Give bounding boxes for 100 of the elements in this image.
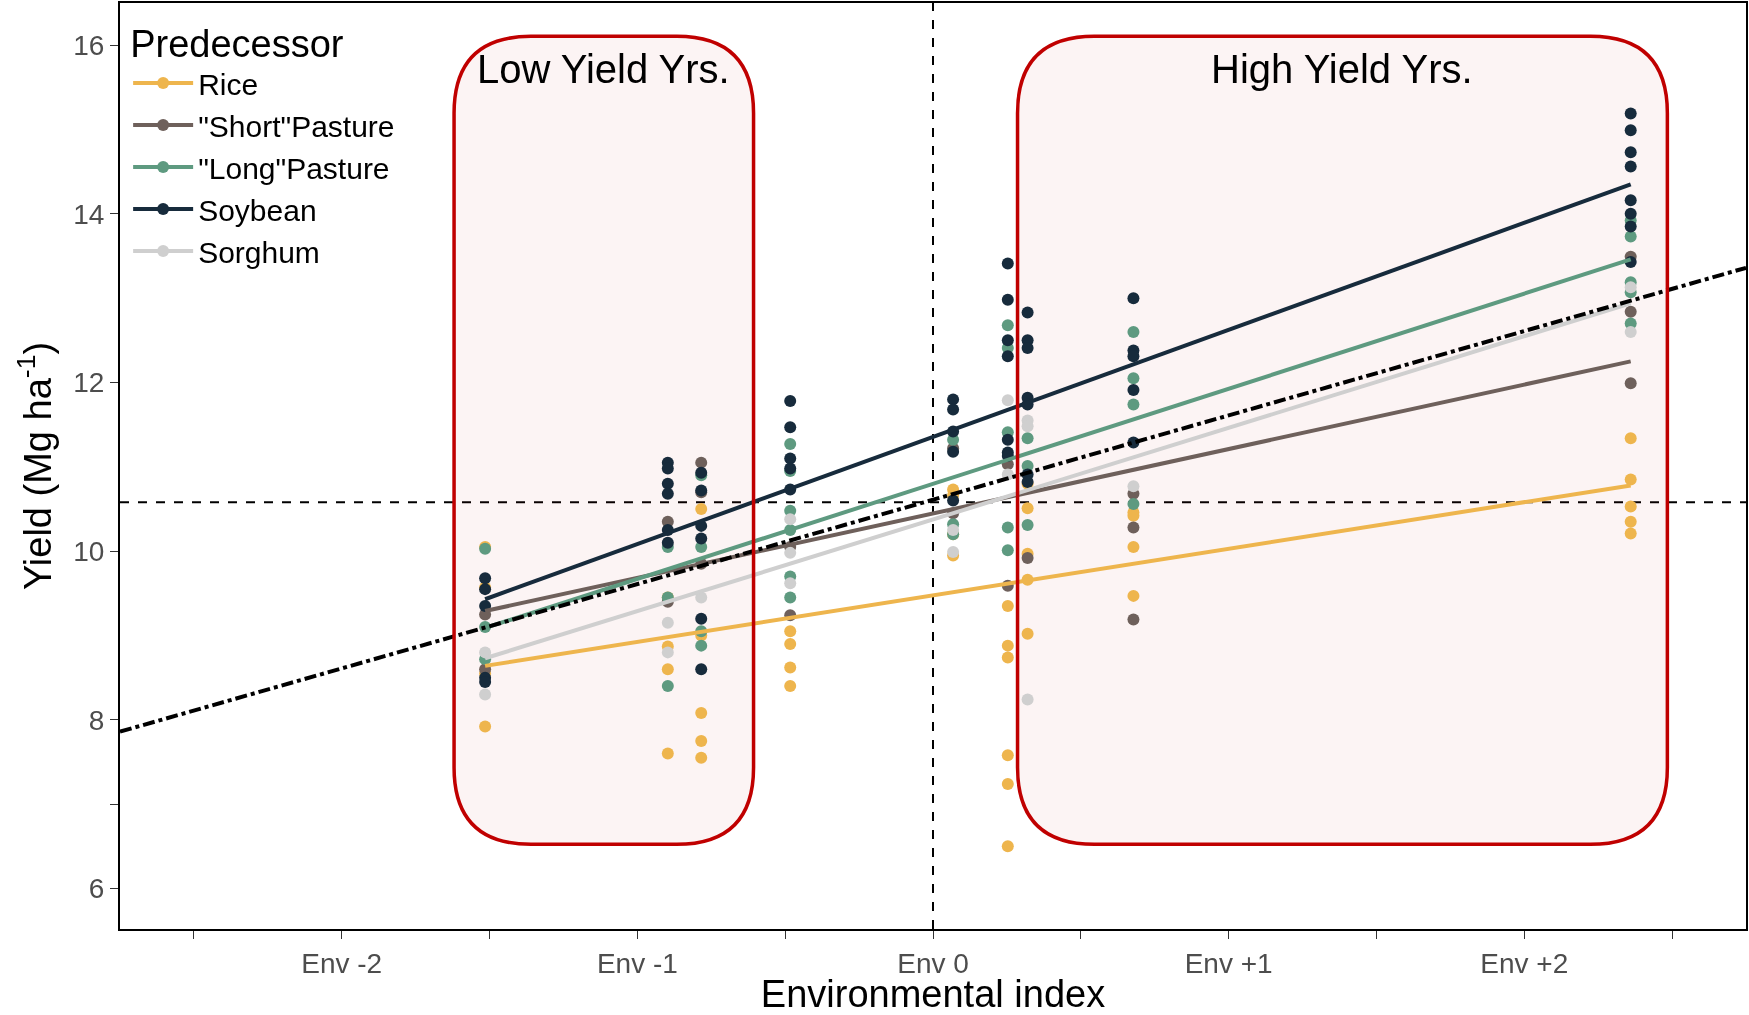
point — [1021, 693, 1034, 706]
point — [661, 487, 674, 500]
y-tick-label: 10 — [73, 535, 105, 567]
point — [1127, 540, 1140, 553]
point — [1624, 146, 1637, 159]
point — [947, 524, 960, 537]
point — [1021, 519, 1034, 532]
point — [1624, 325, 1637, 338]
band-label: Low Yield Yrs. — [477, 47, 730, 91]
point — [695, 751, 708, 764]
point — [1127, 398, 1140, 411]
point — [1001, 433, 1014, 446]
point — [1001, 257, 1014, 270]
point — [479, 720, 492, 733]
point — [695, 532, 708, 545]
point — [1127, 613, 1140, 626]
point — [695, 734, 708, 747]
y-tick-label: 12 — [73, 367, 105, 399]
point — [1624, 281, 1637, 294]
point — [784, 395, 797, 408]
point — [1021, 627, 1034, 640]
point — [784, 452, 797, 465]
point — [1624, 305, 1637, 318]
point — [1001, 777, 1014, 790]
point — [947, 403, 960, 416]
point — [661, 536, 674, 549]
y-tick-label: 14 — [73, 198, 105, 230]
point — [661, 680, 674, 693]
point — [1021, 551, 1034, 564]
point — [1127, 521, 1140, 534]
point — [784, 591, 797, 604]
point — [1624, 207, 1637, 220]
point — [695, 639, 708, 652]
point — [1624, 107, 1637, 120]
point — [1001, 544, 1014, 557]
point — [1001, 651, 1014, 664]
point — [1001, 749, 1014, 762]
band-label: High Yield Yrs. — [1211, 47, 1473, 91]
point — [661, 616, 674, 629]
point — [695, 663, 708, 676]
point — [1001, 334, 1014, 347]
y-tick-label: 8 — [88, 704, 105, 736]
point — [1624, 220, 1637, 233]
point — [479, 572, 492, 585]
point — [1127, 497, 1140, 510]
point — [1001, 521, 1014, 534]
point — [1127, 372, 1140, 385]
point — [1624, 124, 1637, 137]
legend-label: Rice — [198, 67, 259, 101]
point — [1624, 527, 1637, 540]
point — [1127, 589, 1140, 602]
point — [1127, 325, 1140, 338]
point — [947, 393, 960, 406]
point — [661, 747, 674, 760]
point — [1127, 480, 1140, 493]
x-tick-label: Env -2 — [301, 947, 383, 979]
legend-label: "Short"Pasture — [198, 109, 395, 143]
point — [947, 494, 960, 507]
point — [1001, 319, 1014, 332]
point — [661, 477, 674, 490]
point — [784, 637, 797, 650]
point — [1624, 194, 1637, 207]
point — [1001, 639, 1014, 652]
point — [784, 421, 797, 434]
point — [784, 546, 797, 559]
point — [784, 661, 797, 674]
point — [1001, 840, 1014, 853]
legend-title: Predecessor — [130, 23, 344, 66]
point — [695, 707, 708, 720]
point — [784, 577, 797, 590]
point — [1127, 384, 1140, 397]
point — [1001, 600, 1014, 612]
point — [695, 456, 708, 469]
point — [1624, 500, 1637, 513]
point — [1021, 432, 1034, 445]
point — [1021, 502, 1034, 515]
y-tick-label: 6 — [88, 873, 105, 905]
point — [695, 503, 708, 515]
point — [784, 680, 797, 693]
point — [661, 663, 674, 676]
legend-label: "Long"Pasture — [198, 151, 390, 185]
point — [1127, 292, 1140, 305]
x-tick-label: Env -1 — [596, 947, 678, 979]
legend-label: Sorghum — [198, 235, 320, 269]
point — [1624, 515, 1637, 528]
point — [1624, 473, 1637, 486]
point — [1624, 432, 1637, 445]
point — [784, 438, 797, 451]
y-tick-label: 16 — [73, 29, 105, 61]
point — [1624, 230, 1637, 243]
point — [1021, 306, 1034, 319]
point — [1624, 377, 1637, 390]
x-tick-label: Env +1 — [1184, 947, 1273, 979]
legend-label: Soybean — [198, 193, 317, 227]
point — [784, 513, 797, 526]
point — [1001, 394, 1014, 407]
point — [661, 646, 674, 659]
point — [479, 688, 492, 701]
point — [1001, 350, 1014, 363]
point — [695, 612, 708, 625]
